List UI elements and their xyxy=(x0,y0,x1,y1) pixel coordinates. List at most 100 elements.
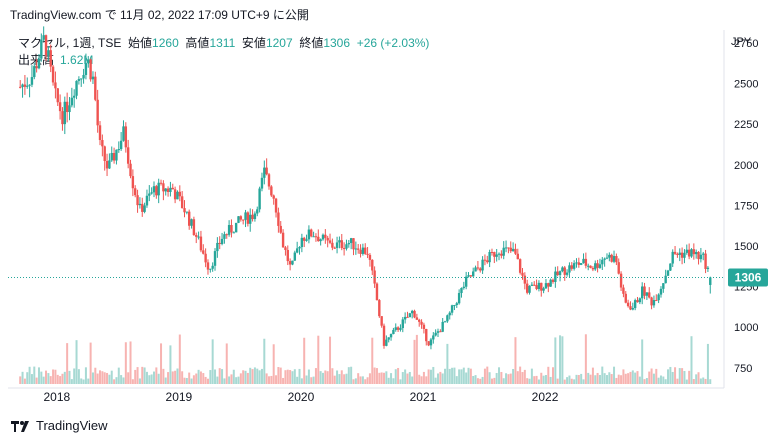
candle-body xyxy=(495,254,498,257)
volume-bar xyxy=(359,376,362,384)
candle-body xyxy=(141,203,144,212)
candle-body xyxy=(551,279,555,282)
candle-body xyxy=(225,234,228,236)
volume-bar xyxy=(300,378,303,384)
volume-bar xyxy=(103,372,106,384)
volume-bar xyxy=(441,373,444,384)
candle-body xyxy=(157,182,160,196)
volume-bar xyxy=(436,373,439,384)
candle-body xyxy=(124,126,128,148)
candle-body xyxy=(666,270,670,276)
volume-bar xyxy=(157,373,160,384)
candle-body xyxy=(443,321,447,323)
candle-body xyxy=(683,252,686,258)
candle-body xyxy=(246,212,250,224)
candle-body xyxy=(115,149,118,161)
candle-body xyxy=(378,300,381,317)
volume-bar xyxy=(216,376,219,384)
volume-bar xyxy=(493,377,496,384)
volume-bar xyxy=(544,375,547,384)
volume-bar xyxy=(190,378,193,384)
candle-body xyxy=(136,195,139,206)
candle-body xyxy=(462,286,466,289)
volume-bar xyxy=(124,342,127,384)
candle-body xyxy=(582,258,585,264)
volume-bar xyxy=(692,379,695,384)
volume-bar xyxy=(699,378,702,384)
candle-body xyxy=(439,331,442,333)
candle-body xyxy=(291,260,294,265)
volume-bar xyxy=(364,379,367,384)
volume-bar xyxy=(77,369,80,384)
candle-body xyxy=(40,39,43,59)
volume-bar xyxy=(462,367,465,384)
footer-brand[interactable]: TradingView xyxy=(36,418,108,433)
y-tick-label: 2000 xyxy=(734,160,758,172)
volume-bar xyxy=(490,378,493,384)
candle-body xyxy=(347,243,351,245)
candle-body xyxy=(608,254,611,258)
volume-bar xyxy=(54,369,57,384)
candle-body xyxy=(622,287,625,294)
candle-body xyxy=(110,152,113,161)
candle-body xyxy=(281,232,285,248)
x-tick-label: 2021 xyxy=(410,390,437,404)
candle-body xyxy=(389,334,393,338)
candle-body xyxy=(434,332,437,336)
volume-bar xyxy=(702,377,705,384)
volume-bar xyxy=(26,372,29,384)
candle-body xyxy=(702,253,705,255)
volume-bar xyxy=(617,374,620,384)
volume-bar xyxy=(106,372,109,384)
volume-bar xyxy=(91,372,94,384)
volume-bar xyxy=(479,378,482,384)
candle-body xyxy=(197,236,200,238)
volume-bar xyxy=(669,366,672,384)
volume-bar xyxy=(214,369,217,384)
volume-bar xyxy=(608,372,611,384)
candle-body xyxy=(385,339,388,346)
volume-bar xyxy=(152,371,155,384)
candle-body xyxy=(612,256,616,262)
volume-bar xyxy=(645,378,648,384)
volume-bar xyxy=(129,341,132,384)
site-name[interactable]: TradingView.com xyxy=(10,8,102,22)
candle-body xyxy=(497,253,501,255)
candle-body xyxy=(589,265,592,268)
volume-bar xyxy=(474,375,477,384)
candle-body xyxy=(587,265,590,267)
y-tick-label: 2250 xyxy=(734,119,758,131)
close-value: 1306 xyxy=(323,36,351,50)
candle-body xyxy=(148,193,151,196)
volume-bar xyxy=(523,369,526,384)
volume-bar xyxy=(35,377,38,384)
volume-bar xyxy=(275,375,278,384)
header: TradingView.com で 11月 02, 2022 17:09 UTC… xyxy=(10,6,309,23)
volume-bar xyxy=(401,372,404,384)
candle-body xyxy=(185,211,189,213)
candle-body xyxy=(173,189,177,200)
volume-bar xyxy=(648,371,651,384)
candle-body xyxy=(300,237,304,248)
high-label: 高値 xyxy=(185,36,210,50)
candle-body xyxy=(490,252,494,254)
candle-body xyxy=(338,240,341,243)
candle-body xyxy=(598,264,602,268)
candle-body xyxy=(359,249,362,254)
volume-bar xyxy=(568,375,571,384)
volume-bar xyxy=(277,367,280,384)
candle-body xyxy=(488,252,491,263)
candle-body xyxy=(594,263,597,270)
candle-body xyxy=(366,253,369,255)
candle-body xyxy=(694,251,698,255)
candle-body xyxy=(657,294,660,301)
candle-body xyxy=(37,58,41,69)
candle-body xyxy=(486,260,489,263)
candle-body xyxy=(554,271,557,282)
candle-body xyxy=(277,212,280,226)
candle-body xyxy=(96,99,99,126)
volume-bar xyxy=(392,378,395,384)
candle-body xyxy=(652,300,656,306)
candle-body xyxy=(591,267,595,270)
